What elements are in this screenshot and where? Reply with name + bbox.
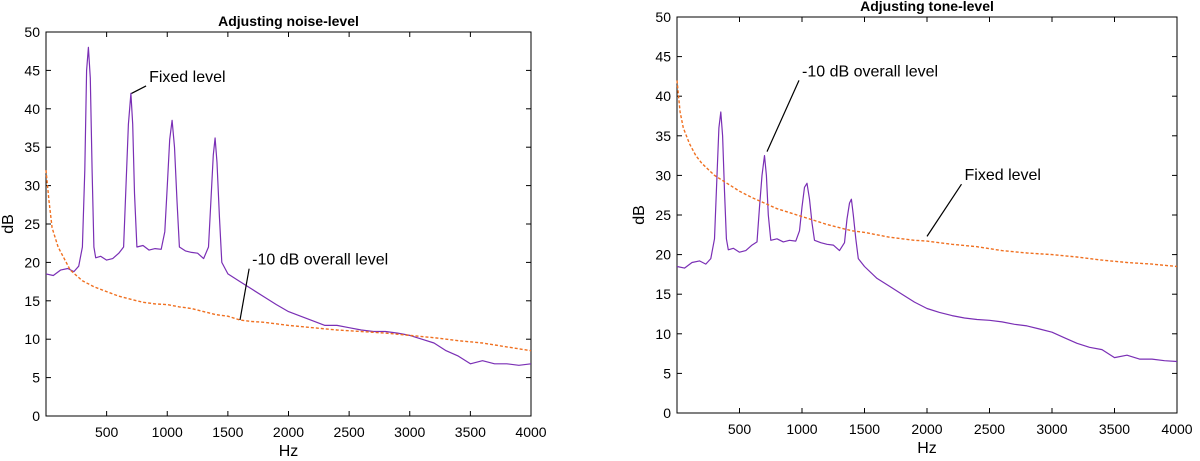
x-axis-label: Hz [917,440,937,457]
x-tick-label: 2500 [334,424,365,440]
y-tick-label: 35 [24,139,40,155]
y-tick-label: 40 [24,101,40,117]
x-tick-label: 3500 [455,424,486,440]
y-tick-label: 5 [32,370,40,386]
series-line-2 [676,80,1178,268]
annotation-label: Fixed level [965,167,1041,184]
annotation-arrow [766,80,800,152]
y-tick-label: 25 [655,207,671,223]
plot-frame [45,31,532,417]
y-tick-label: 10 [24,331,40,347]
y-tick-label: 40 [655,88,671,104]
x-tick-label: 4000 [1161,421,1192,437]
y-tick-label: 20 [24,254,40,270]
y-tick-label: 15 [24,293,40,309]
annotation-label: -10 dB overall level [252,252,388,269]
x-tick-label: 2000 [911,421,942,437]
x-tick-label: 1000 [152,424,183,440]
series-line-1 [45,46,532,366]
y-tick-label: 45 [24,62,40,78]
x-tick-label: 1500 [212,424,243,440]
chart-panel-1: Adjusting noise-level 0 5 10 15 20 25 30 35 40 45 5… [0,13,547,460]
chart-title: Adjusting tone-level [860,0,994,14]
series-line-1 [676,111,1178,363]
annotation-arrow [131,85,147,94]
annotation-arrow [239,268,250,321]
x-tick-label: 1500 [849,421,880,437]
x-tick-label: 3500 [1099,421,1130,437]
chart-title: Adjusting noise-level [218,13,359,29]
x-tick-label: 2500 [974,421,1005,437]
x-tick-label: 500 [95,424,119,440]
y-tick-label: 50 [24,24,40,40]
y-axis-label: dB [0,214,17,234]
annotation-label: -10 dB overall level [802,63,938,80]
x-tick-label: 3000 [1036,421,1067,437]
annotation-label: Fixed level [149,69,225,86]
x-tick-label: 500 [728,421,752,437]
y-tick-label: 20 [655,247,671,263]
y-tick-label: 45 [655,49,671,65]
y-tick-label: 0 [32,408,40,424]
y-tick-label: 30 [24,178,40,194]
y-tick-label: 35 [655,128,671,144]
y-tick-label: 25 [24,216,40,232]
y-axis-label: dB [631,205,648,225]
y-tick-label: 5 [663,365,671,381]
series-line-2 [45,170,532,352]
annotation-arrow [926,183,963,237]
chart-panel-2: Adjusting tone-level 0 5 10 15 20 25 30 35 40 45 50… [631,0,1193,457]
y-tick-label: 15 [655,286,671,302]
y-tick-label: 0 [663,405,671,421]
y-tick-label: 50 [655,9,671,25]
y-tick-label: 10 [655,326,671,342]
x-tick-label: 3000 [394,424,425,440]
y-tick-label: 30 [655,167,671,183]
x-tick-label: 2000 [273,424,304,440]
x-tick-label: 1000 [786,421,817,437]
x-axis-label: Hz [279,443,299,460]
x-tick-label: 4000 [515,424,546,440]
